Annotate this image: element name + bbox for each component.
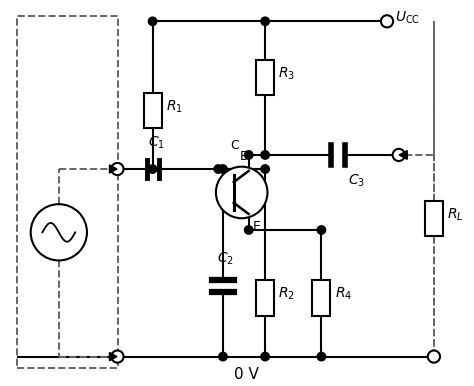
Text: $R_1$: $R_1$ (166, 98, 182, 115)
Bar (144, 93, 162, 128)
Circle shape (261, 165, 269, 173)
Text: $C_2$: $C_2$ (217, 250, 234, 267)
Circle shape (317, 352, 326, 361)
Bar (17, 16, 118, 368)
Circle shape (428, 350, 440, 363)
Circle shape (317, 226, 326, 234)
Circle shape (261, 352, 269, 361)
Circle shape (261, 17, 269, 25)
Circle shape (148, 17, 157, 25)
Text: $R_3$: $R_3$ (278, 66, 295, 82)
Polygon shape (109, 165, 117, 173)
Polygon shape (109, 352, 117, 361)
Bar (425, 201, 443, 236)
Circle shape (111, 163, 124, 175)
Text: $R_2$: $R_2$ (278, 286, 295, 302)
Polygon shape (399, 151, 407, 159)
Circle shape (381, 15, 393, 27)
Circle shape (148, 165, 157, 173)
Circle shape (111, 350, 124, 363)
Text: $C_1$: $C_1$ (148, 135, 165, 151)
Circle shape (392, 149, 405, 161)
Text: $R_4$: $R_4$ (335, 286, 352, 302)
Text: $U_{\rm CC}$: $U_{\rm CC}$ (395, 9, 420, 26)
Circle shape (219, 165, 227, 173)
Circle shape (31, 204, 87, 261)
Circle shape (261, 151, 269, 159)
Circle shape (216, 167, 267, 218)
Circle shape (245, 226, 253, 234)
Circle shape (214, 165, 222, 173)
Text: C: C (230, 139, 239, 152)
Bar (256, 280, 274, 315)
Bar (312, 280, 330, 315)
Bar (256, 60, 274, 95)
Text: $R_L$: $R_L$ (447, 206, 464, 223)
Text: B: B (240, 151, 249, 163)
Text: 0 V: 0 V (234, 367, 259, 382)
Text: E: E (253, 220, 260, 233)
Circle shape (245, 151, 253, 159)
Circle shape (219, 352, 227, 361)
Text: $C_3$: $C_3$ (348, 173, 365, 189)
